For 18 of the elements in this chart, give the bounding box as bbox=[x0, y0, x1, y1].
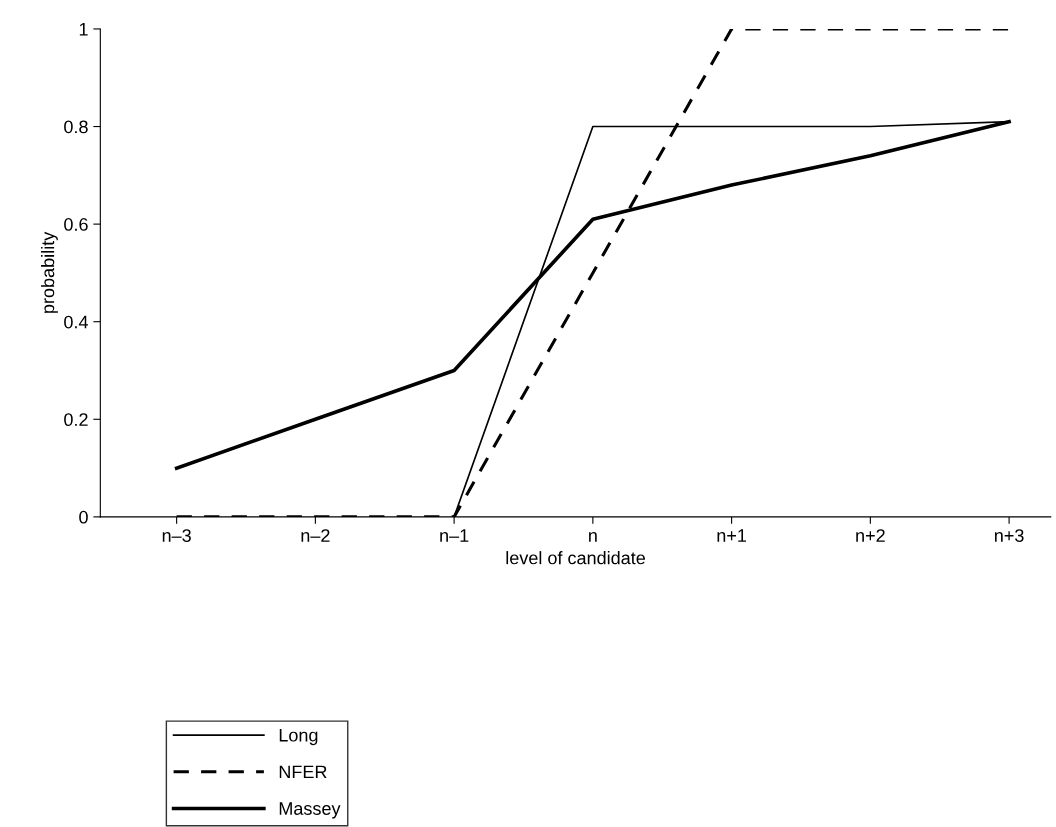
legend-label: NFER bbox=[279, 765, 327, 779]
y-tick-label: 0 bbox=[79, 510, 88, 524]
x-tick-label: n–3 bbox=[162, 529, 191, 542]
x-tick-label: n+3 bbox=[994, 529, 1024, 542]
x-tick-label: n–2 bbox=[301, 529, 330, 542]
y-tick-label: 0.6 bbox=[64, 218, 88, 231]
legend-label: Massey bbox=[279, 802, 341, 819]
x-tick-label: n+1 bbox=[717, 529, 747, 542]
y-tick-label: 1 bbox=[79, 23, 88, 36]
y-tick-label: 0.8 bbox=[64, 120, 88, 134]
legend-label: Long bbox=[279, 728, 318, 746]
y-tick-label: 0.2 bbox=[64, 413, 88, 427]
y-tick-label: 0.4 bbox=[64, 315, 88, 329]
y-axis-title: probability bbox=[41, 231, 58, 313]
x-axis-title: level of candidate bbox=[506, 551, 645, 565]
x-tick-label: n–1 bbox=[440, 529, 469, 542]
x-tick-label: n+2 bbox=[856, 529, 885, 542]
x-tick-label: n bbox=[589, 532, 597, 542]
